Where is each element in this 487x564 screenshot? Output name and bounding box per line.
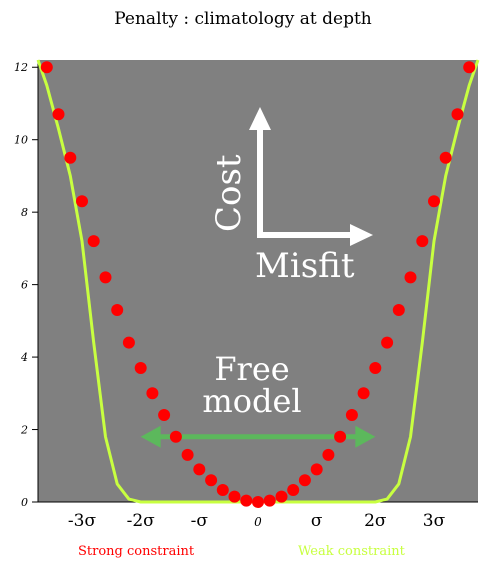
x-tick-label: -2σ	[127, 511, 156, 531]
free-model-arrow	[140, 425, 376, 448]
strong-constraint-point	[252, 496, 264, 508]
strong-constraint-point	[392, 304, 405, 316]
strong-constraint-point	[451, 108, 464, 121]
strong-constraint-point	[463, 61, 476, 74]
strong-constraint-point	[134, 362, 147, 374]
strong-constraint-point	[111, 304, 124, 316]
series-strong-constraint	[40, 61, 476, 508]
misfit-arrow-head	[350, 224, 373, 246]
free-arrow-head-right	[355, 425, 376, 448]
cost-arrow-head	[249, 107, 271, 130]
strong-constraint-point	[146, 387, 159, 400]
strong-constraint-point	[428, 195, 440, 208]
y-tick-label: 0	[21, 496, 28, 509]
cost-label: Cost	[209, 154, 249, 232]
free-model-label-line2: model	[202, 382, 301, 420]
strong-constraint-point	[228, 490, 241, 503]
strong-constraint-point	[193, 463, 206, 476]
x-tick-label: 3σ	[423, 511, 446, 531]
strong-constraint-point	[322, 448, 335, 461]
x-tick-label: 2σ	[364, 511, 387, 531]
strong-constraint-point	[122, 336, 135, 349]
y-tick-label: 10	[14, 134, 28, 147]
strong-constraint-point	[205, 474, 218, 487]
strong-constraint-point	[404, 271, 417, 284]
strong-constraint-point	[64, 151, 77, 164]
y-tick-label: 12	[14, 61, 28, 74]
x-tick-label: σ	[311, 511, 323, 531]
strong-constraint-point	[369, 362, 382, 374]
strong-constraint-point	[52, 108, 65, 121]
free-model-label-line1: Free	[214, 350, 289, 388]
strong-constraint-point	[287, 484, 300, 496]
x-tick-label: -σ	[191, 511, 209, 531]
strong-constraint-point	[99, 271, 112, 284]
y-tick-label: 8	[21, 206, 28, 219]
legend-weak: Weak constraint	[298, 544, 406, 559]
x-tick-label: 0	[254, 515, 262, 529]
strong-constraint-point	[334, 430, 347, 443]
strong-constraint-point	[181, 448, 194, 461]
strong-constraint-point	[169, 430, 182, 443]
strong-constraint-point	[275, 490, 288, 503]
y-tick-label: 2	[20, 424, 28, 437]
strong-constraint-point	[240, 494, 253, 507]
strong-constraint-point	[416, 235, 429, 248]
y-axis: 0 2 4 6 8 10 12	[14, 60, 39, 509]
x-axis: -3σ -2σ -σ 0 σ 2σ 3σ	[38, 501, 478, 531]
strong-constraint-point	[216, 484, 229, 496]
strong-constraint-point	[263, 494, 276, 507]
strong-constraint-point	[381, 336, 394, 349]
misfit-label: Misfit	[255, 246, 355, 286]
legend-strong: Strong constraint	[78, 544, 195, 559]
free-arrow-head-left	[140, 425, 161, 448]
strong-constraint-point	[357, 387, 370, 400]
strong-constraint-point	[298, 474, 311, 487]
x-tick-label: -3σ	[68, 511, 97, 531]
strong-constraint-point	[310, 463, 323, 476]
strong-constraint-point	[345, 409, 358, 421]
strong-constraint-point	[40, 61, 53, 74]
y-tick-label: 4	[20, 351, 28, 364]
chart-title: Penalty : climatology at depth	[114, 9, 372, 29]
strong-constraint-point	[76, 195, 88, 208]
y-tick-label: 6	[21, 279, 28, 292]
strong-constraint-point	[439, 151, 452, 164]
cost-misfit-arrows	[249, 107, 373, 246]
strong-constraint-point	[87, 235, 100, 248]
strong-constraint-point	[158, 409, 171, 421]
